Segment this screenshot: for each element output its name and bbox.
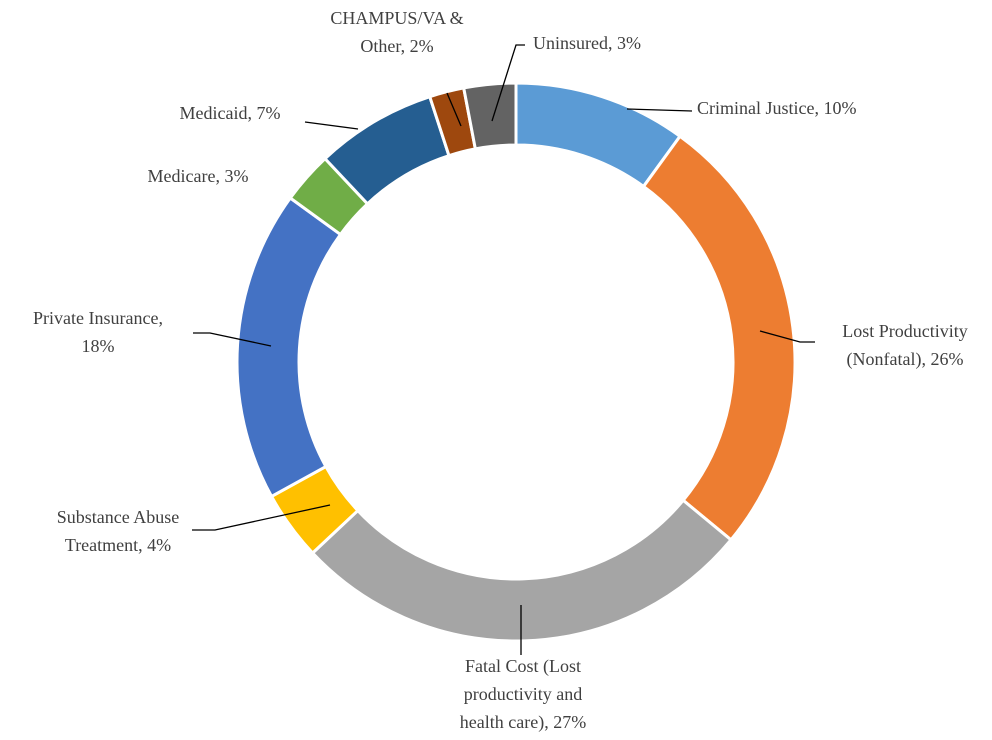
leader-line — [192, 504, 331, 531]
data-label-line: Private Insurance, — [33, 308, 163, 328]
data-label-line: Lost Productivity — [842, 321, 968, 341]
data-label-line: Substance Abuse — [57, 507, 179, 527]
data-label: Medicaid, 7% — [180, 103, 281, 123]
donut-segment — [310, 498, 734, 643]
data-label-line: Uninsured, 3% — [533, 33, 641, 53]
data-label: Uninsured, 3% — [533, 33, 641, 53]
data-label-line: 18% — [82, 336, 115, 356]
data-label: CHAMPUS/VA & Other, 2% — [330, 8, 463, 56]
data-label-line: (Nonfatal), 26% — [847, 349, 964, 370]
data-label-line: Other, 2% — [360, 36, 433, 56]
data-label: Substance Abuse Treatment, 4% — [57, 507, 179, 555]
data-label-line: Medicaid, 7% — [180, 103, 281, 123]
leader-line — [304, 121, 359, 130]
donut-segment — [235, 195, 343, 499]
data-label: Fatal Cost (Lost productivity and health c… — [460, 656, 586, 733]
data-label: Criminal Justice, 10% — [697, 98, 856, 118]
leader-line — [759, 330, 815, 343]
leader-line — [491, 44, 525, 122]
data-label-line: Fatal Cost (Lost — [465, 656, 581, 677]
data-label-line: Treatment, 4% — [65, 535, 171, 555]
data-label-line: Medicare, 3% — [148, 166, 249, 186]
data-label: Lost Productivity (Nonfatal), 26% — [842, 321, 968, 370]
leader-line — [193, 332, 272, 347]
data-label-line: Criminal Justice, 10% — [697, 98, 856, 118]
data-label-line: health care), 27% — [460, 712, 586, 733]
data-label-line: CHAMPUS/VA & — [330, 8, 463, 28]
leader-line — [626, 108, 693, 112]
leader-line — [446, 92, 462, 127]
data-label: Private Insurance, 18% — [33, 308, 163, 356]
data-label: Medicare, 3% — [148, 166, 249, 186]
donut-segment — [641, 134, 797, 542]
donut-segment — [461, 81, 518, 151]
data-label-line: productivity and — [464, 684, 582, 704]
